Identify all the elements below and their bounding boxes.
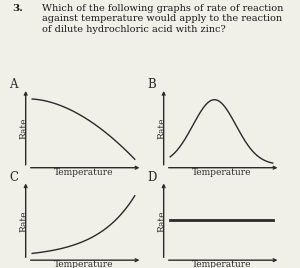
X-axis label: Temperature: Temperature	[54, 260, 114, 268]
Text: D: D	[147, 170, 156, 184]
Y-axis label: Rate: Rate	[20, 118, 28, 139]
Text: Which of the following graphs of rate of reaction
against temperature would appl: Which of the following graphs of rate of…	[42, 4, 284, 34]
X-axis label: Temperature: Temperature	[192, 168, 252, 177]
Y-axis label: Rate: Rate	[158, 118, 166, 139]
Y-axis label: Rate: Rate	[158, 210, 166, 232]
X-axis label: Temperature: Temperature	[54, 168, 114, 177]
X-axis label: Temperature: Temperature	[192, 260, 252, 268]
Y-axis label: Rate: Rate	[20, 210, 28, 232]
Text: A: A	[9, 78, 17, 91]
Text: C: C	[9, 170, 18, 184]
Text: 3.: 3.	[12, 4, 23, 13]
Text: B: B	[147, 78, 156, 91]
